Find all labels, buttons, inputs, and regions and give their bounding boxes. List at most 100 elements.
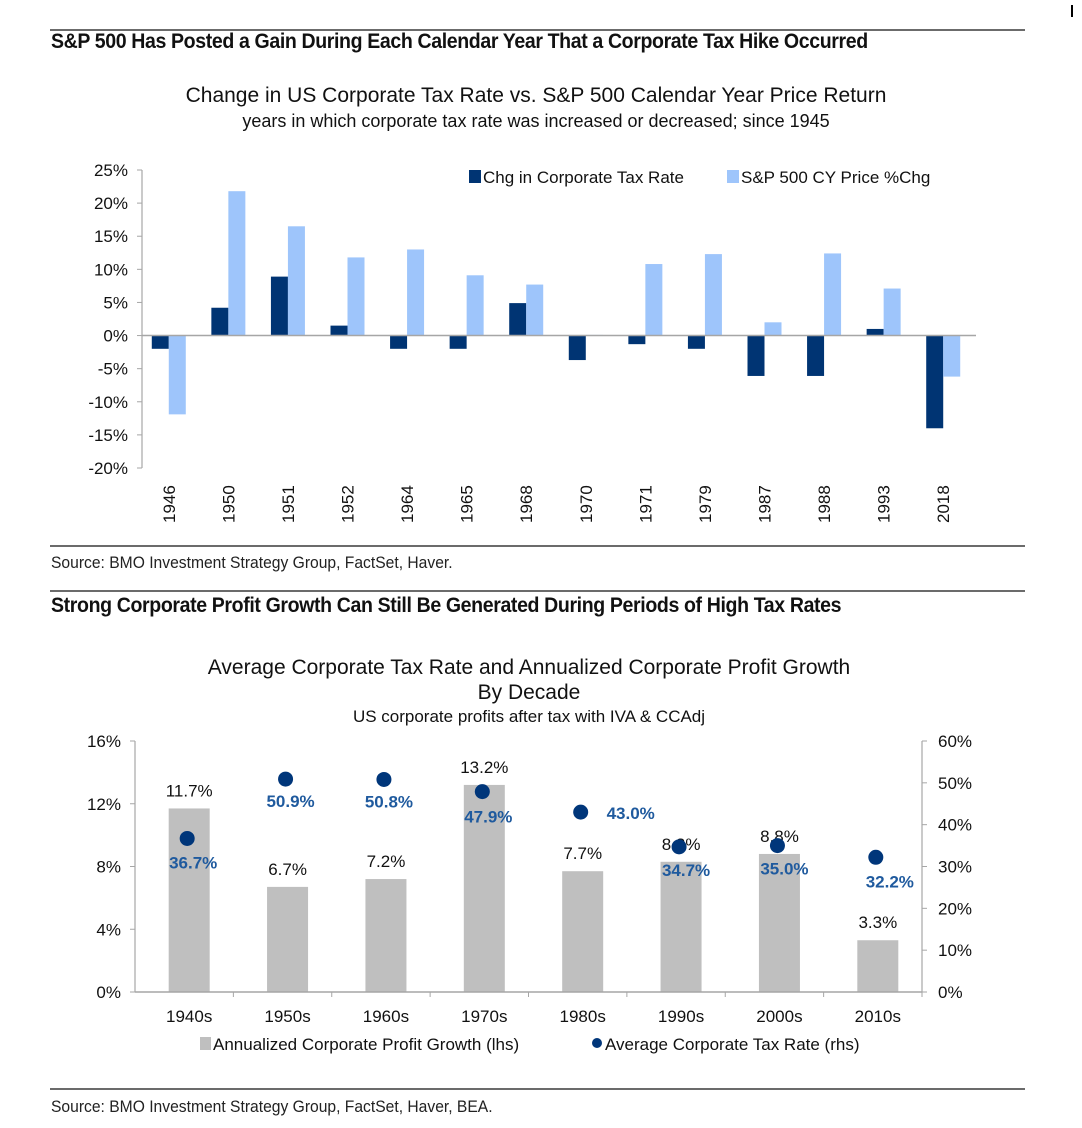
x-tick-label: 1993 [875,485,894,523]
tax-rate-label: 32.2% [866,872,914,891]
bar-sp500-return [168,335,186,415]
bar-profit-growth [267,886,309,992]
bar-tax-change [151,335,169,349]
bar-tax-change [687,335,705,349]
section-1-bottom-rule [50,545,1025,547]
chart-2-subtitle: US corporate profits after tax with IVA … [352,707,706,726]
section-2-top-rule [50,590,1025,592]
x-tick-label: 1980s [560,1007,606,1026]
legend-swatch-profit-growth [200,1037,211,1050]
right-tick-label: 10% [938,941,972,960]
x-tick-label: 1940s [166,1007,212,1026]
bar-tax-change [568,335,586,361]
tax-rate-dot [769,838,785,854]
left-tick-label: 0% [96,983,121,1002]
x-tick-label: 1950 [219,485,238,523]
right-tick-label: 20% [938,899,972,918]
corner-tick-mark [1071,5,1073,17]
bar-sp500-return [526,284,544,336]
bar-sp500-return [347,257,365,336]
x-tick-label: 1964 [398,485,417,523]
y-tick-label: -20% [88,459,128,478]
left-tick-label: 4% [96,920,121,939]
bar-value-label: 8.8% [760,827,799,846]
bar-sp500-return [764,322,782,336]
tax-rate-dot [868,849,884,865]
bar-profit-growth [660,861,702,992]
y-tick-label: -5% [98,360,128,379]
right-tick-label: 40% [938,816,972,835]
tax-rate-dot [179,830,195,846]
right-tick-label: 30% [938,858,972,877]
legend-swatch-tax-rate [592,1038,602,1048]
y-tick-label: 5% [103,293,128,312]
x-tick-label: 1971 [636,485,655,523]
right-tick-label: 0% [938,983,963,1002]
bar-tax-change [390,335,408,349]
x-tick-label: 2018 [934,485,953,523]
left-tick-label: 12% [87,795,121,814]
x-tick-label: 1951 [279,485,298,523]
x-tick-label: 1987 [756,485,775,523]
x-tick-label: 1960s [363,1007,409,1026]
bar-sp500-return [943,335,961,377]
bar-tax-change [807,335,825,376]
bar-value-label: 7.2% [367,852,406,871]
bar-sp500-return [645,264,663,336]
bar-tax-change [866,328,884,336]
tax-rate-label: 50.8% [365,792,413,811]
tax-rate-label: 36.7% [169,853,217,872]
chart-2-title-line2: By Decade [477,681,581,704]
x-tick-label: 1950s [264,1007,310,1026]
bar-sp500-return [287,226,305,336]
chart-1-subtitle: years in which corporate tax rate was in… [242,111,830,131]
bar-value-label: 13.2% [460,758,508,777]
y-tick-label: -10% [88,393,128,412]
legend-label-profit-growth: Annualized Corporate Profit Growth (lhs) [213,1035,519,1054]
bar-value-label: 7.7% [563,844,602,863]
x-tick-label: 1979 [696,485,715,523]
chart-1-title: Change in US Corporate Tax Rate vs. S&P … [185,84,887,107]
bar-tax-change [449,335,467,349]
y-tick-label: 25% [94,161,128,180]
x-tick-label: 2010s [855,1007,901,1026]
bar-tax-change [509,303,527,336]
right-tick-label: 50% [938,774,972,793]
y-tick-label: 10% [94,260,128,279]
bar-tax-change [211,307,229,336]
bar-value-label: 11.7% [166,781,213,800]
x-tick-label: 1988 [815,485,834,523]
y-tick-label: 20% [94,194,128,213]
x-tick-label: 1968 [517,485,536,523]
bar-value-label: 3.3% [858,913,897,932]
tax-rate-dot [376,771,392,787]
bar-tax-change [270,276,288,336]
legend-label-sp500: S&P 500 CY Price %Chg [741,168,930,187]
legend-swatch-tax-change [469,170,481,183]
bar-sp500-return [883,288,901,336]
bar-profit-growth [562,871,604,992]
section-1-top-rule [50,29,1025,31]
bar-tax-change [747,335,765,376]
tax-rate-label: 50.9% [266,792,314,811]
tax-rate-dot [278,771,294,787]
x-tick-label: 1970 [577,485,596,523]
chart-1-tax-change-vs-sp500: 25% 20% 15% 10% 5% 0% -5% -10% -15% -20% 1946 1950 1… [88,161,976,523]
x-tick-label: 1970s [461,1007,507,1026]
section-2-bottom-rule [50,1088,1025,1090]
bar-sp500-return [228,191,246,336]
bar-value-label: 6.7% [268,860,307,879]
tax-rate-dot [474,784,490,800]
bar-tax-change [628,335,646,345]
tax-rate-label: 43.0% [607,804,655,823]
x-tick-label: 1946 [160,485,179,523]
bar-profit-growth [758,853,800,992]
x-tick-label: 1990s [658,1007,704,1026]
bar-sp500-return [704,254,722,336]
legend-label-tax-rate: Average Corporate Tax Rate (rhs) [605,1035,860,1054]
y-tick-label: 0% [103,327,128,346]
section-2-heading: Strong Corporate Profit Growth Can Still… [51,594,842,617]
bar-sp500-return [824,253,842,336]
bar-tax-change [926,335,944,429]
